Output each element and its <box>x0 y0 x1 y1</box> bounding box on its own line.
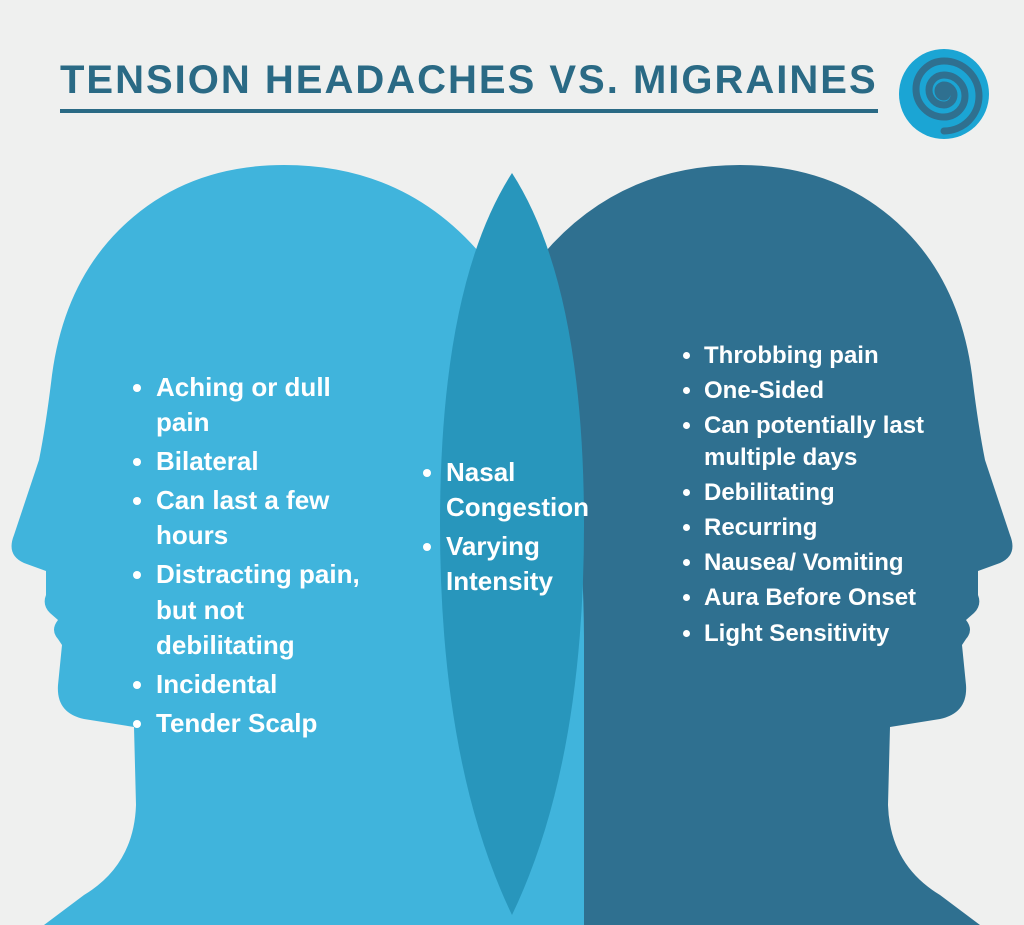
list-item: Nausea/ Vomiting <box>704 547 930 578</box>
list-item: Recurring <box>704 512 930 543</box>
list-item: Light Sensitivity <box>704 618 930 649</box>
list-item: Throbbing pain <box>704 340 930 371</box>
list-item: Incidental <box>156 667 360 702</box>
list-item: Bilateral <box>156 444 360 479</box>
list-item: Varying Intensity <box>446 529 620 599</box>
list-item: Can potentially last multiple days <box>704 410 930 472</box>
migraine-list: Throbbing pain One-Sided Can potentially… <box>680 340 930 653</box>
list-item: One-Sided <box>704 375 930 406</box>
list-item: Tender Scalp <box>156 706 360 741</box>
venn-heads-container: Aching or dull pain Bilateral Can last a… <box>0 145 1024 925</box>
list-item: Aura Before Onset <box>704 582 930 613</box>
shared-symptoms-list: Nasal Congestion Varying Intensity <box>420 455 620 603</box>
spiral-logo-icon <box>894 44 994 144</box>
list-item: Debilitating <box>704 477 930 508</box>
tension-headache-list: Aching or dull pain Bilateral Can last a… <box>130 370 360 745</box>
list-item: Aching or dull pain <box>156 370 360 440</box>
list-item: Nasal Congestion <box>446 455 620 525</box>
page-title: TENSION HEADACHES VS. MIGRAINES <box>60 58 878 113</box>
list-item: Can last a few hours <box>156 483 360 553</box>
list-item: Distracting pain, but not debilitating <box>156 557 360 662</box>
